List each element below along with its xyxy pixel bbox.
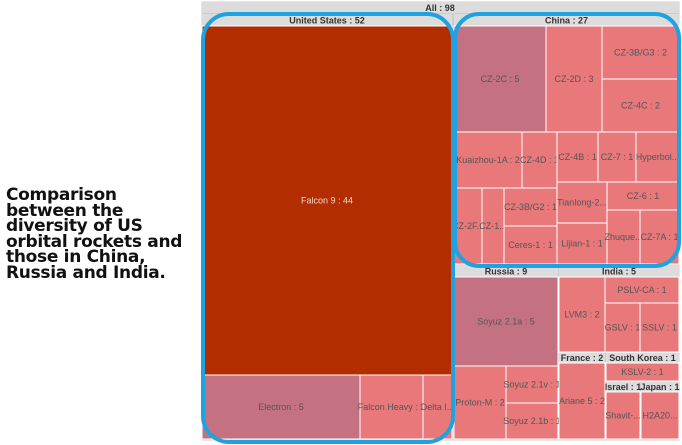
tile-china-cz-3b-g2-label: CZ-3B/G2 : 1 — [504, 202, 557, 212]
root-header-label: All : 98 — [425, 3, 455, 13]
group-label-south-korea: South Korea : 1 — [609, 353, 676, 363]
tile-china-cz-7a-label: CZ-7A : 1 — [640, 232, 678, 242]
tile-china-kuaizhou-1a-label: Kuaizhou-1A : 2 — [456, 155, 520, 165]
tile-china-cz-3b-g3 — [601, 25, 680, 80]
tile-china-ceres-1 — [503, 225, 558, 265]
chart-caption: Comparison between the diversity of US o… — [6, 185, 183, 283]
group-label-israel: Israel : 1 — [605, 382, 642, 392]
group-header-united-states — [202, 14, 452, 26]
tile-united-states-falcon-heavy — [359, 374, 424, 440]
tile-china-cz-7a — [639, 209, 680, 265]
tile-china-hyperbola-label: Hyperbol... — [636, 152, 680, 162]
tile-china-zhuque-label: Zhuque... — [604, 232, 642, 242]
tile-china-cz-2c-label: CZ-2C : 5 — [480, 74, 519, 84]
group-label-japan: Japan : 1 — [640, 382, 679, 392]
tile-china-cz-6-label: CZ-6 : 1 — [627, 191, 660, 201]
tile-china-cz-4c-label: CZ-4C : 2 — [621, 101, 660, 111]
tile-china-ceres-1-label: Ceres-1 : 1 — [508, 240, 553, 250]
tile-china-cz-1-label: CZ-1... — [479, 221, 507, 231]
tile-united-states-electron-label: Electron : 5 — [258, 402, 304, 412]
tile-russia-proton-m-label: Proton-M : 2 — [455, 398, 505, 408]
tile-china-hyperbola — [635, 131, 680, 183]
tile-russia-soyuz-2-1b — [505, 402, 559, 440]
tile-china-zhuque — [606, 209, 641, 265]
group-header-south-korea — [606, 352, 679, 363]
tile-israel-shavit-label: Shavit-... — [605, 411, 641, 421]
group-header-france — [559, 352, 605, 363]
tile-united-states-delta-iv — [422, 374, 453, 440]
group-label-france: France : 2 — [561, 353, 604, 363]
tile-japan-h2a — [640, 391, 680, 440]
tile-china-tianlong-2 — [556, 181, 608, 224]
tile-france-ariane-5-label: Ariane 5 : 2 — [559, 396, 605, 406]
group-header-japan — [641, 381, 679, 392]
tile-russia-soyuz-2-1b-label: Soyuz 2.1b : 1 — [503, 416, 561, 426]
tile-china-lijian-1-label: Lijian-1 : 1 — [561, 239, 603, 249]
tile-russia-proton-m — [453, 365, 507, 440]
tile-china-tianlong-2-label: Tianlong-2... — [557, 198, 607, 208]
tile-united-states-falcon-9-label: Falcon 9 : 44 — [301, 196, 353, 206]
root-header — [202, 2, 679, 13]
tile-russia-soyuz-2-1v — [505, 365, 559, 404]
tile-china-cz-3b-g2 — [503, 187, 558, 227]
tile-south-korea-kslv-2 — [605, 362, 680, 382]
tile-south-korea-kslv-2-label: KSLV-2 : 1 — [621, 367, 663, 377]
tile-china-cz-3b-g3-label: CZ-3B/G3 : 2 — [614, 48, 667, 58]
tile-russia-soyuz-2-1v-label: Soyuz 2.1v : 1 — [503, 380, 560, 390]
tile-france-ariane-5 — [558, 362, 606, 440]
tile-china-cz-7-label: CZ-7 : 1 — [601, 152, 634, 162]
tile-united-states-falcon-heavy-label: Falcon Heavy : 2 — [358, 402, 426, 412]
tile-india-sslv-label: SSLV : 1 — [642, 323, 677, 333]
tile-united-states-falcon-9 — [201, 25, 453, 376]
tile-israel-shavit — [605, 391, 641, 440]
group-label-china: China : 27 — [545, 16, 588, 26]
group-label-russia: Russia : 9 — [485, 267, 528, 277]
tile-china-cz-4c — [601, 78, 680, 133]
highlight-outline-china — [453, 12, 681, 268]
tile-united-states-delta-iv-label: Delta I... — [421, 402, 455, 412]
group-label-india: India : 5 — [602, 267, 636, 277]
tile-india-sslv — [639, 302, 680, 353]
tile-china-kuaizhou-1a — [453, 131, 523, 189]
group-label-united-states: United States : 52 — [289, 16, 365, 26]
tile-united-states-electron — [201, 374, 361, 440]
tile-china-cz-4d-label: CZ-4D : 1 — [520, 155, 559, 165]
tile-japan-h2a-label: H2A20... — [642, 411, 677, 421]
tile-russia-soyuz-2-1a-label: Soyuz 2.1a : 5 — [477, 317, 535, 327]
tile-china-cz-4d — [521, 131, 558, 189]
group-header-china — [454, 14, 679, 26]
group-header-israel — [606, 381, 640, 392]
tile-india-pslv-ca-label: PSLV-CA : 1 — [617, 285, 666, 295]
tile-india-gslv-label: GSLV : 1 — [605, 323, 641, 333]
tile-china-cz-2d-label: CZ-2D : 3 — [554, 74, 593, 84]
tile-china-cz-2f-label: CZ-2F... — [452, 221, 484, 231]
tile-china-cz-4b-label: CZ-4B : 1 — [558, 152, 597, 162]
tile-russia-soyuz-2-1a — [453, 276, 559, 367]
tile-china-cz-2d — [545, 25, 603, 133]
tile-india-lvm3-label: LVM3 : 2 — [564, 310, 599, 320]
